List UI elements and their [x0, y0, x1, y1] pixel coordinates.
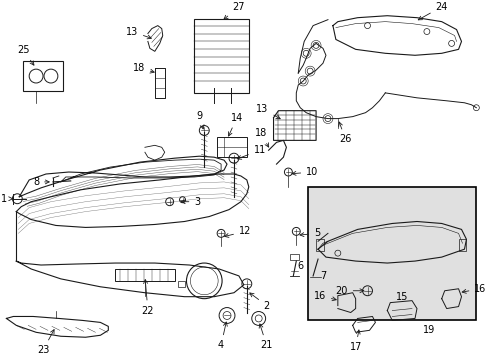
Bar: [315, 239, 324, 251]
Text: 17: 17: [349, 330, 361, 352]
Text: 16: 16: [313, 291, 336, 301]
Text: 22: 22: [142, 280, 154, 316]
Bar: [194, 19, 248, 93]
Text: 9: 9: [196, 111, 203, 129]
Text: 2: 2: [249, 293, 269, 311]
Text: 18: 18: [254, 129, 268, 147]
Text: 16: 16: [461, 284, 486, 294]
Text: 12: 12: [224, 226, 251, 237]
Text: 1: 1: [1, 194, 13, 204]
Bar: [177, 281, 185, 287]
Text: 13: 13: [125, 27, 151, 39]
Text: 23: 23: [37, 330, 54, 355]
Text: 18: 18: [132, 63, 154, 73]
Text: 8: 8: [33, 177, 49, 187]
Bar: [458, 239, 466, 251]
Bar: [290, 254, 299, 260]
Bar: [115, 269, 174, 281]
Bar: [23, 61, 62, 91]
Text: 14: 14: [228, 113, 243, 136]
Text: 21: 21: [259, 324, 272, 350]
Text: 6: 6: [297, 261, 303, 271]
Text: 4: 4: [218, 322, 227, 350]
Text: 24: 24: [417, 2, 447, 20]
Text: 20: 20: [335, 286, 363, 296]
Bar: [307, 187, 475, 320]
Text: 11: 11: [237, 145, 265, 159]
Bar: [217, 138, 246, 157]
Text: 19: 19: [422, 325, 434, 335]
Text: 5: 5: [299, 228, 320, 238]
Text: 27: 27: [224, 2, 244, 19]
Text: 13: 13: [256, 104, 280, 119]
Text: 7: 7: [319, 271, 325, 281]
Text: 15: 15: [395, 292, 407, 302]
Text: 26: 26: [338, 122, 351, 144]
Text: 25: 25: [17, 45, 34, 65]
Text: 10: 10: [291, 167, 318, 177]
Text: 3: 3: [181, 197, 200, 207]
